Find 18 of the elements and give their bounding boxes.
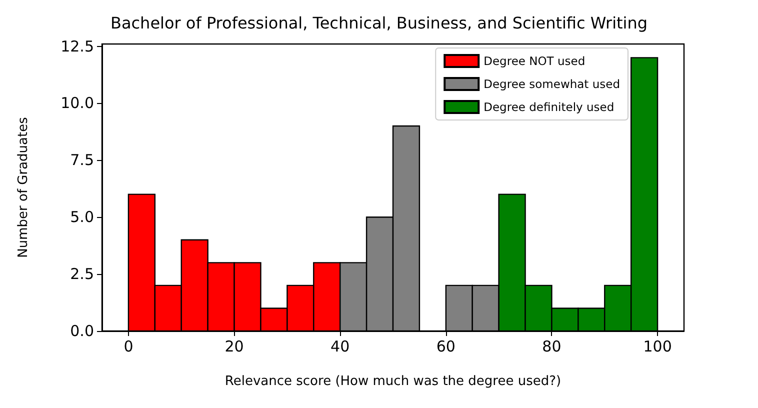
x-tick-label: 60 bbox=[436, 338, 456, 356]
y-tick-label: 5.0 bbox=[70, 208, 94, 226]
y-tick-label: 7.5 bbox=[70, 151, 94, 170]
legend-label: Degree somewhat used bbox=[484, 77, 620, 91]
y-tick-label: 0.0 bbox=[70, 322, 94, 340]
y-tick-label: 10.0 bbox=[60, 94, 94, 112]
y-tick-label: 2.5 bbox=[70, 265, 94, 284]
legend-label: Degree definitely used bbox=[484, 100, 614, 114]
legend-label: Degree NOT used bbox=[484, 54, 586, 68]
y-axis-title: Number of Graduates bbox=[16, 116, 31, 258]
chart-title: Bachelor of Professional, Technical, Business, and Scientific Writing bbox=[110, 14, 648, 32]
x-tick-label: 0 bbox=[124, 338, 134, 356]
y-tick-label: 12.5 bbox=[60, 37, 94, 56]
x-tick-label: 40 bbox=[330, 338, 350, 356]
x-tick-label: 80 bbox=[542, 338, 562, 356]
x-tick-label: 100 bbox=[643, 338, 672, 356]
x-axis-title: Relevance score (How much was the degree used?) bbox=[224, 374, 562, 389]
x-tick-label: 20 bbox=[224, 338, 244, 356]
